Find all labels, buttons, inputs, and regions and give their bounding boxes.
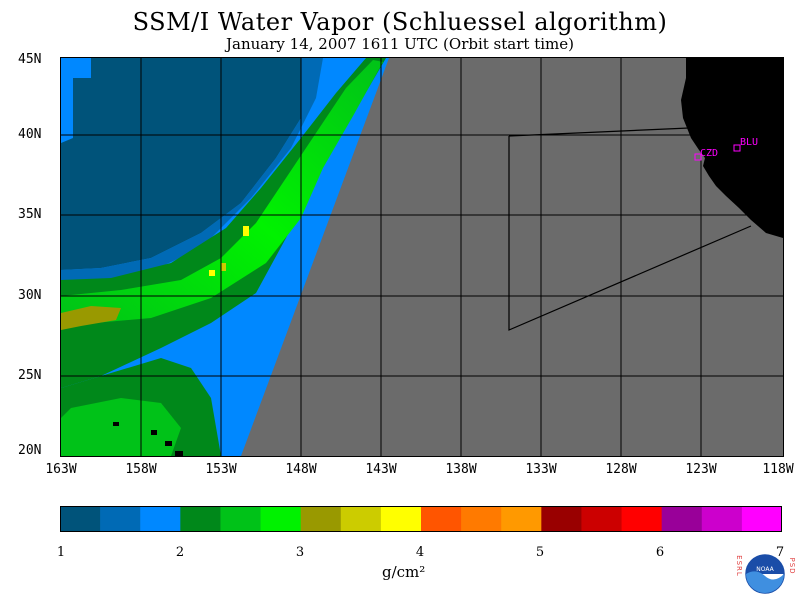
psd-logo-text: PSD	[788, 557, 796, 574]
water-vapor-map	[60, 57, 784, 457]
colorbar-segment	[260, 506, 302, 532]
vapor-spot-yellow-1	[243, 226, 249, 236]
colorbar-segment	[741, 506, 782, 532]
colorbar-segment	[701, 506, 743, 532]
colorbar-segment	[501, 506, 542, 532]
lon-label-158w: 158W	[125, 462, 157, 477]
colorbar-segment	[140, 506, 181, 532]
colorbar-segment	[340, 506, 382, 532]
noaa-logo-wave	[746, 571, 784, 593]
vapor-spot-yellow-2	[221, 263, 226, 271]
colorbar	[60, 506, 782, 532]
noaa-logo-sky	[746, 555, 784, 574]
vapor-region-mid-blue	[61, 58, 323, 283]
station-label-blu: BLU	[740, 137, 759, 148]
map-subtitle: January 14, 2007 1611 UTC (Orbit start t…	[226, 35, 574, 53]
island-2	[151, 430, 157, 435]
vapor-region-dark-blue	[61, 58, 301, 270]
colorbar-segment	[421, 506, 462, 532]
lat-label-35n: 35N	[18, 207, 42, 222]
colorbar-border	[60, 506, 782, 532]
lon-label-128w: 128W	[605, 462, 637, 477]
island-4	[175, 451, 183, 456]
lat-label-40n: 40N	[18, 127, 42, 142]
colorbar-units: g/cm²	[382, 563, 426, 581]
domain-boundary-line	[508, 136, 752, 331]
esrl-logo-text: ESRL	[735, 555, 743, 577]
lon-label-123w: 123W	[685, 462, 717, 477]
lon-label-163w: 163W	[45, 462, 77, 477]
island-1	[113, 422, 119, 426]
colorbar-tick-3: 3	[295, 545, 305, 560]
map-title: SSM/I Water Vapor (Schluessel algorithm)	[132, 8, 668, 36]
colorbar-segment	[180, 506, 221, 532]
vapor-spot-yellow-3	[209, 270, 215, 276]
noaa-logo: NOAA ESRL PSD	[735, 554, 796, 594]
land-north-america	[681, 58, 783, 238]
colorbar-segment	[541, 506, 582, 532]
colorbar-segment	[380, 506, 422, 532]
lon-label-138w: 138W	[445, 462, 477, 477]
colorbar-segment	[60, 506, 101, 532]
colorbar-segment	[581, 506, 623, 532]
colorbar-tick-6: 6	[655, 545, 665, 560]
island-3	[165, 441, 172, 446]
lat-label-30n: 30N	[18, 288, 42, 303]
vapor-region-bright-green	[61, 60, 383, 326]
lat-label-20n: 20N	[18, 443, 42, 458]
vapor-region-olive	[61, 306, 121, 330]
colorbar-tick-7: 7	[775, 545, 785, 560]
map-svg	[61, 58, 783, 456]
lon-label-143w: 143W	[365, 462, 397, 477]
noaa-logo-text: NOAA	[756, 566, 774, 573]
colorbar-tick-5: 5	[535, 545, 545, 560]
colorbar-segment	[220, 506, 262, 532]
station-label-czd: CZD	[700, 148, 719, 159]
colorbar-segment	[461, 506, 502, 532]
map-grid	[61, 58, 783, 456]
colorbar-segment	[621, 506, 663, 532]
colorbar-tick-4: 4	[415, 545, 425, 560]
colorbar-tick-2: 2	[175, 545, 185, 560]
colorbar-segment	[661, 506, 703, 532]
colorbar-tick-1: 1	[56, 545, 66, 560]
colorbar-segment	[300, 506, 342, 532]
vapor-region-south-patch	[61, 398, 181, 456]
lon-label-133w: 133W	[525, 462, 557, 477]
lat-label-45n: 45N	[18, 52, 42, 67]
station-marker-czd	[694, 153, 702, 161]
station-marker-blu	[733, 144, 741, 152]
colorbar-segment	[100, 506, 141, 532]
lat-label-25n: 25N	[18, 368, 42, 383]
lon-label-153w: 153W	[205, 462, 237, 477]
lon-label-148w: 148W	[285, 462, 317, 477]
lon-label-118w: 118W	[762, 462, 794, 477]
